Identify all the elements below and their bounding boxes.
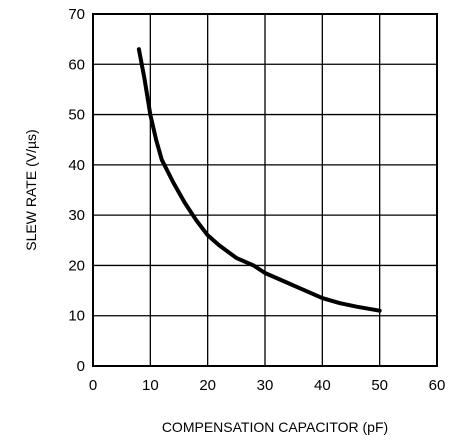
y-tick-label: 20 xyxy=(68,257,85,274)
y-tick-label: 30 xyxy=(68,207,85,224)
y-tick-label: 60 xyxy=(68,56,85,73)
x-tick-label: 50 xyxy=(371,377,388,394)
y-tick-label: 50 xyxy=(68,107,85,124)
slew-rate-curve xyxy=(136,47,382,313)
x-tick-label: 0 xyxy=(89,377,97,394)
x-tick-label: 60 xyxy=(429,377,446,394)
x-tick-label: 10 xyxy=(142,377,159,394)
y-tick-labels: 0 10 20 30 40 50 60 70 xyxy=(68,6,85,375)
x-tick-label: 20 xyxy=(199,377,216,394)
y-tick-label: 70 xyxy=(68,6,85,23)
grid-lines xyxy=(93,14,437,366)
x-tick-labels: 0 10 20 30 40 50 60 xyxy=(89,377,446,394)
y-tick-label: 10 xyxy=(68,308,85,325)
y-tick-label: 40 xyxy=(68,157,85,174)
x-tick-label: 30 xyxy=(257,377,274,394)
x-axis-label: COMPENSATION CAPACITOR (pF) xyxy=(162,419,388,435)
y-axis-label: SLEW RATE (V/µs) xyxy=(23,129,39,250)
y-tick-label: 0 xyxy=(77,358,85,375)
plot-frame xyxy=(92,13,438,367)
x-tick-label: 40 xyxy=(314,377,331,394)
